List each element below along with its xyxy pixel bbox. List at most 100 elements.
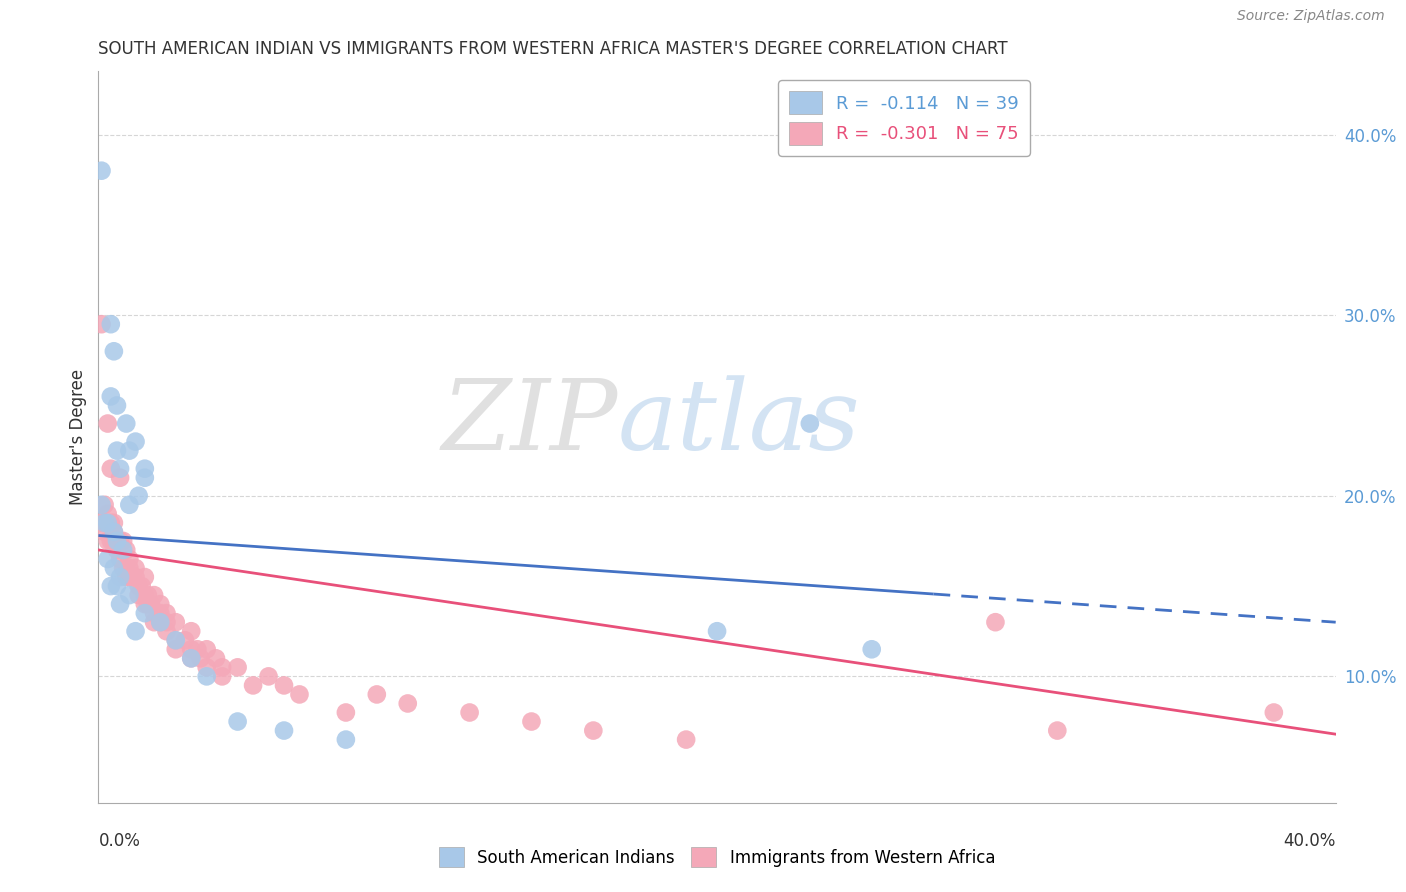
Point: [799, 417, 821, 431]
Point: [211, 660, 233, 674]
Text: 0.0%: 0.0%: [98, 832, 141, 850]
Point: [706, 624, 728, 639]
Point: [984, 615, 1007, 630]
Point: [93, 498, 115, 512]
Point: [118, 561, 141, 575]
Point: [118, 570, 141, 584]
Point: [675, 732, 697, 747]
Point: [112, 561, 135, 575]
Point: [134, 606, 156, 620]
Point: [103, 524, 125, 539]
Point: [134, 588, 156, 602]
Point: [180, 642, 202, 657]
Point: [124, 561, 146, 575]
Point: [105, 579, 128, 593]
Point: [155, 606, 177, 620]
Point: [112, 543, 135, 558]
Point: [124, 624, 146, 639]
Point: [143, 615, 166, 630]
Point: [139, 597, 162, 611]
Point: [97, 507, 120, 521]
Point: [288, 688, 311, 702]
Point: [100, 317, 122, 331]
Text: 40.0%: 40.0%: [1284, 832, 1336, 850]
Point: [149, 615, 172, 630]
Point: [100, 516, 122, 530]
Point: [103, 516, 125, 530]
Point: [257, 669, 280, 683]
Point: [103, 561, 125, 575]
Point: [180, 651, 202, 665]
Y-axis label: Master's Degree: Master's Degree: [69, 369, 87, 505]
Point: [582, 723, 605, 738]
Point: [165, 615, 187, 630]
Point: [335, 706, 357, 720]
Point: [115, 417, 138, 431]
Point: [134, 461, 156, 475]
Point: [105, 533, 128, 548]
Point: [155, 615, 177, 630]
Point: [195, 642, 218, 657]
Point: [118, 443, 141, 458]
Point: [226, 660, 249, 674]
Point: [273, 723, 295, 738]
Text: ZIP: ZIP: [441, 375, 619, 470]
Point: [97, 516, 120, 530]
Point: [105, 443, 128, 458]
Point: [108, 471, 131, 485]
Point: [136, 597, 159, 611]
Point: [118, 588, 141, 602]
Text: Source: ZipAtlas.com: Source: ZipAtlas.com: [1237, 9, 1385, 23]
Point: [103, 533, 125, 548]
Point: [105, 543, 128, 558]
Point: [180, 624, 202, 639]
Point: [105, 399, 128, 413]
Point: [103, 524, 125, 539]
Point: [165, 633, 187, 648]
Point: [273, 678, 295, 692]
Point: [186, 642, 208, 657]
Point: [112, 533, 135, 548]
Point: [211, 669, 233, 683]
Point: [195, 660, 218, 674]
Point: [180, 651, 202, 665]
Point: [205, 651, 228, 665]
Point: [124, 570, 146, 584]
Point: [143, 606, 166, 620]
Point: [108, 533, 131, 548]
Point: [149, 615, 172, 630]
Point: [396, 697, 419, 711]
Point: [118, 498, 141, 512]
Point: [134, 570, 156, 584]
Point: [118, 552, 141, 566]
Point: [1263, 706, 1285, 720]
Point: [105, 533, 128, 548]
Point: [103, 344, 125, 359]
Point: [124, 434, 146, 449]
Point: [90, 516, 112, 530]
Point: [860, 642, 883, 657]
Point: [128, 588, 150, 602]
Point: [174, 633, 197, 648]
Point: [100, 579, 122, 593]
Point: [121, 570, 143, 584]
Point: [108, 597, 131, 611]
Point: [165, 633, 187, 648]
Point: [335, 732, 357, 747]
Point: [128, 489, 150, 503]
Point: [190, 651, 212, 665]
Point: [108, 552, 131, 566]
Point: [97, 552, 120, 566]
Point: [100, 533, 122, 548]
Point: [149, 606, 172, 620]
Point: [242, 678, 264, 692]
Point: [93, 524, 115, 539]
Point: [100, 389, 122, 403]
Point: [195, 669, 218, 683]
Text: atlas: atlas: [619, 375, 860, 470]
Point: [100, 461, 122, 475]
Point: [136, 588, 159, 602]
Point: [165, 642, 187, 657]
Point: [128, 579, 150, 593]
Point: [143, 588, 166, 602]
